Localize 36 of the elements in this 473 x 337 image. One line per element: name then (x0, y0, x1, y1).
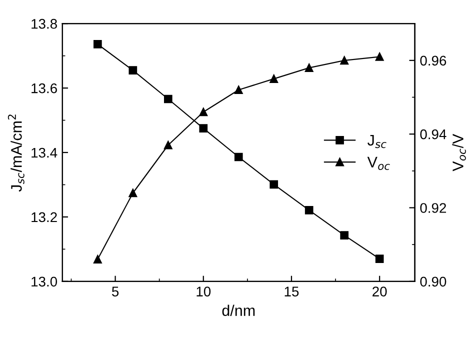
point (164, 140, 172, 150)
x-tick-label: 10 (196, 286, 211, 296)
point (304, 64, 314, 72)
point (94, 40, 102, 48)
point (304, 206, 314, 214)
point (340, 231, 349, 240)
x-tick-label: 20 (372, 286, 387, 296)
point (199, 108, 208, 116)
x-tick-label: 15 (284, 286, 299, 296)
point (375, 254, 384, 264)
point (234, 152, 243, 162)
point (270, 74, 278, 83)
point (94, 255, 102, 264)
legend-label: J$_{sc}$ (368, 134, 386, 148)
y2-tick-label: 0.94 (420, 129, 446, 140)
x-axis-title: d/nm (222, 304, 255, 316)
point (270, 180, 278, 189)
point (128, 188, 138, 198)
y2-tick-label: 0.92 (420, 203, 446, 213)
y-tick-label: 13.6 (32, 83, 57, 94)
x-tick-label: 5 (112, 286, 119, 296)
y2-tick-label: 0.90 (420, 276, 446, 287)
y-tick-label: 13.0 (32, 276, 58, 287)
y-tick-label: 13.4 (32, 148, 58, 158)
y2-axis-title: V$_{oc}$/V (452, 134, 466, 172)
point (340, 56, 349, 65)
y2-tick-label: 0.96 (420, 56, 446, 66)
legend-label: V$_{oc}$ (367, 156, 390, 170)
point (234, 86, 243, 94)
point (375, 52, 384, 61)
y-axis-title: J$_{sc}$/mA/cm$^{2}$ (8, 114, 24, 192)
point (199, 124, 208, 132)
point (164, 94, 172, 104)
y-tick-label: 13.2 (32, 212, 57, 222)
point (128, 66, 138, 74)
y-tick-label: 13.8 (32, 18, 57, 29)
